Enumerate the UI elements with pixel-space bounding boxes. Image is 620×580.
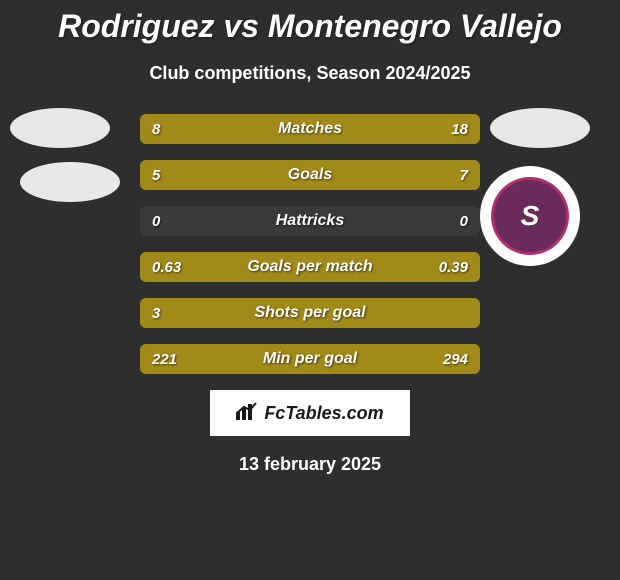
stat-label: Goals per match: [140, 252, 480, 282]
chart-icon: [236, 402, 258, 425]
player-right-avatar: [490, 108, 590, 148]
page-title: Rodriguez vs Montenegro Vallejo: [0, 0, 620, 45]
stat-label: Goals: [140, 160, 480, 190]
stat-row: 8Matches18: [140, 114, 480, 144]
stat-value-right: 0.39: [439, 252, 468, 282]
stat-label: Hattricks: [140, 206, 480, 236]
stat-row: 0.63Goals per match0.39: [140, 252, 480, 282]
stat-row: 5Goals7: [140, 160, 480, 190]
brand-logo[interactable]: FcTables.com: [210, 390, 410, 436]
stat-row: 3Shots per goal: [140, 298, 480, 328]
brand-text: FcTables.com: [264, 403, 383, 424]
club-badge-letter: S: [491, 177, 569, 255]
comparison-chart: S 8Matches18 5Goals7 0Hattricks0 0.63Goals …: [0, 114, 620, 374]
stat-value-right: 7: [460, 160, 468, 190]
stat-value-right: 0: [460, 206, 468, 236]
stat-value-right: 18: [451, 114, 468, 144]
bars-container: 8Matches18 5Goals7 0Hattricks0 0.63Goals pe…: [140, 114, 480, 374]
stat-row: 0Hattricks0: [140, 206, 480, 236]
stat-label: Matches: [140, 114, 480, 144]
stat-label: Shots per goal: [140, 298, 480, 328]
player-left-avatar: [10, 108, 110, 148]
date-text: 13 february 2025: [0, 454, 620, 475]
stat-label: Min per goal: [140, 344, 480, 374]
subtitle: Club competitions, Season 2024/2025: [0, 63, 620, 84]
club-badge: S: [480, 166, 580, 266]
stat-row: 221Min per goal294: [140, 344, 480, 374]
stat-value-right: 294: [443, 344, 468, 374]
player-left-avatar-2: [20, 162, 120, 202]
